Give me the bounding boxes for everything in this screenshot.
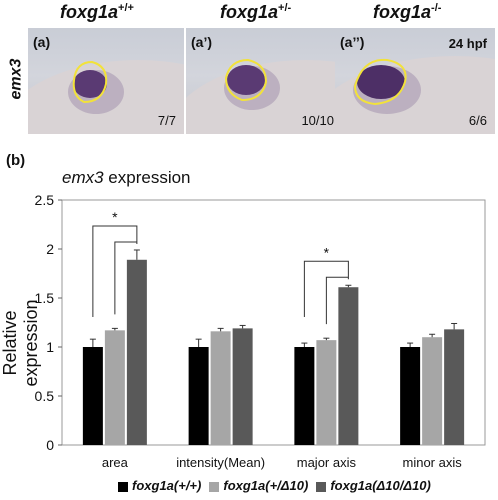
x-tick-label: major axis	[297, 455, 357, 470]
panel-tag: (a’’)	[340, 34, 365, 50]
bar	[294, 347, 315, 445]
bar	[104, 330, 125, 445]
y-tick-label: 2.5	[35, 192, 55, 208]
bar	[232, 328, 253, 445]
genotype-label-ko: foxg1a-/-	[373, 2, 442, 22]
panel-tag: (a)	[33, 34, 51, 50]
genotype-label-het: foxg1a+/-	[220, 2, 292, 22]
panel-count: 7/7	[157, 113, 176, 128]
panel-count: 6/6	[468, 113, 487, 128]
plot-frame	[61, 199, 486, 446]
significance-bracket	[114, 241, 137, 315]
panel-count: 10/10	[301, 113, 334, 128]
legend-item-het: foxg1a(+/Δ10)	[209, 478, 308, 493]
bar	[400, 347, 421, 445]
bar	[210, 331, 231, 445]
bar	[82, 347, 103, 445]
y-tick-label: 1.5	[35, 290, 55, 306]
y-tick-label: 0.5	[35, 388, 55, 404]
bar	[316, 340, 337, 445]
chart-legend: foxg1a(+/+) foxg1a(+/Δ10) foxg1a(Δ10/Δ10…	[118, 478, 431, 493]
bar	[338, 287, 359, 445]
x-tick-label: intensity(Mean)	[176, 455, 265, 470]
micrograph-panel-a-double-prime: (a’’) 24 hpf 6/6	[335, 28, 495, 134]
panel-tag: (a’)	[191, 34, 212, 50]
chart-title: emx3 expression	[62, 168, 191, 187]
genotype-label-wt: foxg1a+/+	[60, 2, 134, 22]
y-tick-label: 0	[46, 437, 54, 453]
micrograph-panel-a: (a) 7/7	[28, 28, 184, 134]
micrograph-panel-a-prime: (a’) 10/10	[186, 28, 342, 134]
y-tick-label: 1	[46, 339, 54, 355]
stage-label: 24 hpf	[448, 36, 487, 51]
legend-item-hom: foxg1a(Δ10/Δ10)	[316, 478, 431, 493]
significance-bracket	[303, 260, 349, 317]
y-tick-label: 2	[46, 241, 54, 257]
x-tick-label: minor axis	[403, 455, 463, 470]
significance-bracket	[92, 225, 138, 317]
bar	[126, 259, 147, 445]
significance-star: *	[112, 209, 118, 225]
embryo-illustration	[28, 60, 184, 134]
bar	[444, 329, 465, 445]
significance-bracket	[325, 276, 349, 325]
bar	[188, 347, 209, 445]
panel-b-tag: (b)	[6, 152, 26, 169]
embryo-illustration	[335, 56, 495, 134]
bar	[422, 337, 443, 445]
embryo-illustration	[186, 58, 342, 134]
x-tick-label: area	[102, 455, 129, 470]
significance-star: *	[324, 244, 330, 260]
legend-item-wt: foxg1a(+/+)	[118, 478, 201, 493]
